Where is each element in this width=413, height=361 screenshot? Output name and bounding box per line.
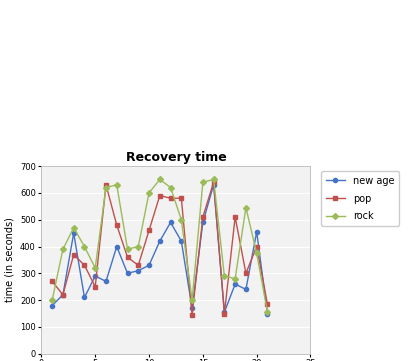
pop (157, 193, 162, 198)
rock (168, 185, 173, 190)
new age (157, 239, 162, 243)
pop (200, 215, 205, 219)
new age (82, 295, 87, 300)
new age (168, 220, 173, 225)
rock (93, 266, 97, 270)
pop (71, 252, 76, 257)
rock (114, 183, 119, 187)
new age (114, 244, 119, 249)
pop (135, 263, 140, 268)
Line: rock: rock (50, 177, 269, 314)
rock (254, 251, 259, 255)
rock (125, 247, 130, 251)
pop (60, 293, 65, 297)
rock (264, 310, 269, 314)
pop (264, 302, 269, 306)
Title: Recovery time: Recovery time (125, 151, 226, 164)
new age (254, 230, 259, 234)
new age (232, 282, 237, 286)
new age (146, 263, 151, 268)
new age (60, 293, 65, 297)
new age (189, 306, 194, 310)
rock (221, 274, 226, 278)
new age (125, 271, 130, 275)
new age (211, 183, 216, 187)
Legend: new age, pop, rock: new age, pop, rock (320, 171, 398, 226)
pop (82, 263, 87, 268)
new age (135, 269, 140, 273)
rock (200, 180, 205, 184)
rock (103, 185, 108, 190)
rock (232, 277, 237, 281)
Line: new age: new age (50, 183, 269, 316)
new age (50, 303, 55, 308)
rock (71, 226, 76, 230)
rock (157, 177, 162, 182)
pop (168, 196, 173, 200)
new age (71, 231, 76, 235)
rock (50, 298, 55, 302)
new age (200, 220, 205, 225)
new age (221, 310, 226, 314)
rock (60, 247, 65, 251)
new age (264, 312, 269, 316)
rock (82, 244, 87, 249)
rock (189, 298, 194, 302)
Y-axis label: time (in seconds): time (in seconds) (5, 217, 14, 303)
pop (146, 228, 151, 232)
pop (243, 271, 248, 275)
pop (211, 180, 216, 184)
new age (178, 239, 183, 243)
pop (254, 244, 259, 249)
pop (189, 313, 194, 317)
rock (243, 205, 248, 210)
pop (103, 183, 108, 187)
pop (232, 215, 237, 219)
new age (93, 274, 97, 278)
pop (125, 255, 130, 260)
pop (114, 223, 119, 227)
new age (243, 287, 248, 292)
rock (211, 177, 216, 182)
pop (221, 312, 226, 316)
pop (178, 196, 183, 200)
rock (178, 218, 183, 222)
pop (93, 284, 97, 289)
pop (50, 279, 55, 283)
Line: pop: pop (50, 180, 269, 317)
rock (135, 244, 140, 249)
rock (146, 191, 151, 195)
new age (103, 279, 108, 283)
